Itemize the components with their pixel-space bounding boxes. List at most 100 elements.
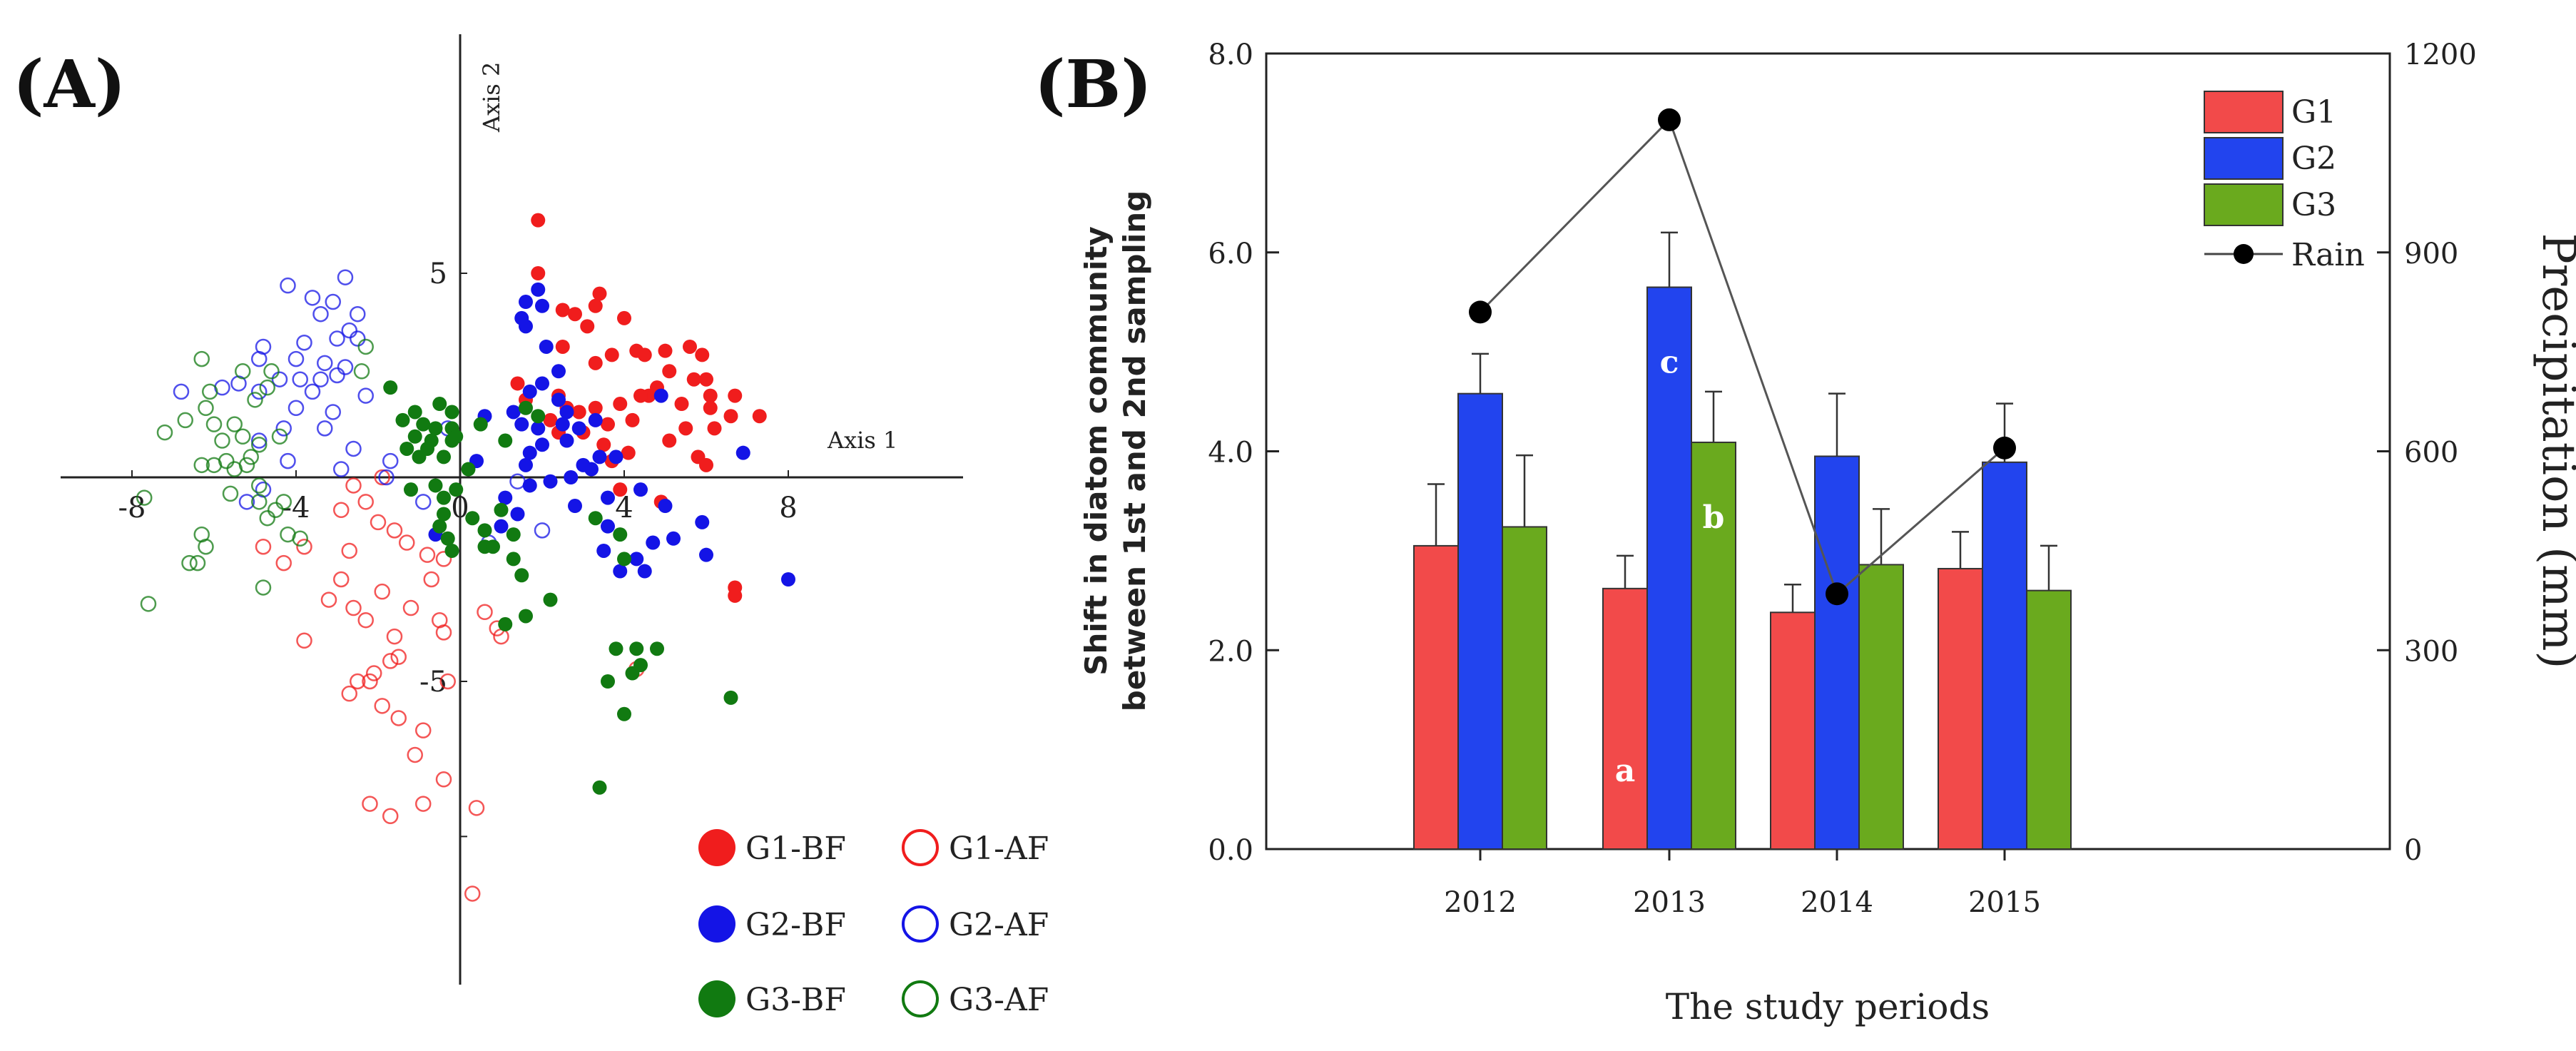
point-g3-bf: [650, 641, 664, 656]
point-g2-af: [378, 469, 394, 486]
legend-g2-af-label: G2-AF: [949, 907, 1049, 943]
bar-right-tick-label: 1200: [2404, 39, 2477, 71]
point-g3-bf: [444, 543, 459, 558]
point-g3-bf: [449, 429, 464, 444]
panel-label-a: (A): [13, 46, 126, 123]
bar-right-ticks: 0 300 600 900 1200: [2377, 39, 2477, 867]
legend-g3-bf-marker: [698, 980, 735, 1017]
point-g1-bf: [617, 310, 631, 325]
point-g3-af: [226, 416, 243, 432]
scatter-x-tick-label: -8: [118, 492, 146, 524]
point-g1-bf: [543, 412, 558, 427]
point-g2-bf: [781, 572, 795, 587]
point-g1-bf: [686, 372, 701, 387]
panel-a-scatter: (A) -8 -4 0 4 8 5-5 Axis 1 Axis 2 G1-BF G1-A…: [13, 34, 1049, 1018]
point-g1-af: [468, 800, 485, 816]
point-g1-bf: [699, 457, 713, 472]
point-g3-af: [251, 477, 268, 494]
point-g1-bf: [674, 397, 689, 412]
point-g3-bf: [395, 412, 410, 427]
point-g1-af: [435, 624, 452, 641]
scatter-y-tick-label: -5: [419, 666, 447, 699]
point-g3-bf: [416, 417, 431, 432]
point-g2-af: [534, 522, 551, 539]
bar-g3-2013: [1691, 441, 1736, 850]
point-g1-bf: [588, 400, 603, 415]
point-g2-af: [317, 420, 333, 437]
point-g2-af: [317, 355, 333, 372]
bar-x-tick-label: 2015: [1968, 886, 2041, 919]
point-g1-af: [275, 554, 292, 572]
point-g3-bf: [420, 441, 434, 456]
point-g3-bf: [633, 658, 648, 673]
point-g1-af: [386, 628, 403, 645]
point-g3-af: [202, 383, 218, 400]
point-g1-af: [345, 477, 362, 494]
point-g2-bf: [658, 499, 673, 514]
point-g2-af: [271, 371, 288, 387]
point-g2-af: [337, 359, 354, 375]
point-g3-bf: [404, 482, 418, 497]
point-g1-af: [366, 665, 382, 681]
point-g1-bf: [728, 388, 743, 403]
point-g1-bf: [621, 445, 636, 460]
point-g3-af: [259, 509, 275, 527]
point-g2-bf: [519, 457, 533, 472]
legend-rain-marker: [2234, 244, 2254, 264]
legend-g3-bf-label: G3-BF: [745, 982, 846, 1018]
point-g2-bf: [559, 405, 574, 420]
point-g2-bf: [637, 564, 652, 579]
point-g3-af: [235, 428, 251, 445]
point-g3-af: [255, 579, 272, 596]
point-g1-bf: [707, 421, 722, 436]
point-g2-af: [382, 452, 399, 469]
point-g1-bf: [596, 437, 611, 452]
bar-significance-labels: a c b: [1615, 345, 1725, 789]
point-g2-bf: [576, 457, 591, 472]
point-g1-af: [382, 653, 399, 669]
point-g1-af: [415, 796, 432, 812]
point-g1-bf: [555, 303, 570, 318]
point-g1-bf: [633, 388, 648, 403]
point-g2-af: [251, 432, 268, 449]
significance-label: a: [1615, 753, 1636, 789]
legend-g3-af-marker: [902, 980, 939, 1017]
point-g3-af: [259, 379, 275, 396]
point-g3-af: [193, 457, 210, 474]
point-g2-bf: [601, 490, 615, 505]
point-g2-af: [333, 461, 350, 477]
point-g2-bf: [588, 412, 603, 427]
bar-right-tick-label: 0: [2404, 834, 2422, 867]
point-g2-bf: [531, 421, 546, 436]
point-g2-af: [325, 404, 341, 420]
point-g1-af: [477, 604, 493, 621]
point-g2-bf: [510, 507, 525, 522]
point-g3-bf: [723, 690, 738, 705]
point-g1-bf: [658, 343, 673, 358]
bar-g3-2015: [2026, 589, 2072, 850]
point-g3-af: [198, 538, 214, 555]
point-g2-bf: [535, 298, 549, 313]
point-g1-bf: [752, 409, 767, 424]
scatter-y-ticks: 5 -5: [419, 258, 467, 838]
point-g2-bf: [596, 543, 611, 558]
point-g3-bf: [465, 511, 480, 526]
point-g3-bf: [437, 450, 451, 464]
bar-x-tick-label: 2014: [1801, 886, 1873, 919]
legend-rain-label: Rain: [2291, 237, 2365, 273]
point-g3-bf: [432, 519, 447, 534]
bar-g2-2014: [1814, 455, 1860, 850]
point-g3-af: [193, 350, 210, 367]
legend-g2-bf-marker: [698, 905, 735, 943]
point-g1-bf: [604, 347, 619, 362]
point-g1-af: [357, 494, 374, 510]
point-g1-bf: [588, 355, 603, 370]
point-g1-af: [255, 538, 272, 555]
bar-x-ticks: 2012 2013 2014 2015: [1444, 849, 2041, 919]
point-g2-bf: [666, 531, 681, 546]
point-g2-af: [357, 387, 374, 404]
point-g1-af: [362, 673, 378, 690]
point-g2-bf: [613, 564, 628, 579]
scatter-x-tick-label: 8: [779, 492, 797, 524]
legend-g1-af-marker: [902, 829, 939, 866]
